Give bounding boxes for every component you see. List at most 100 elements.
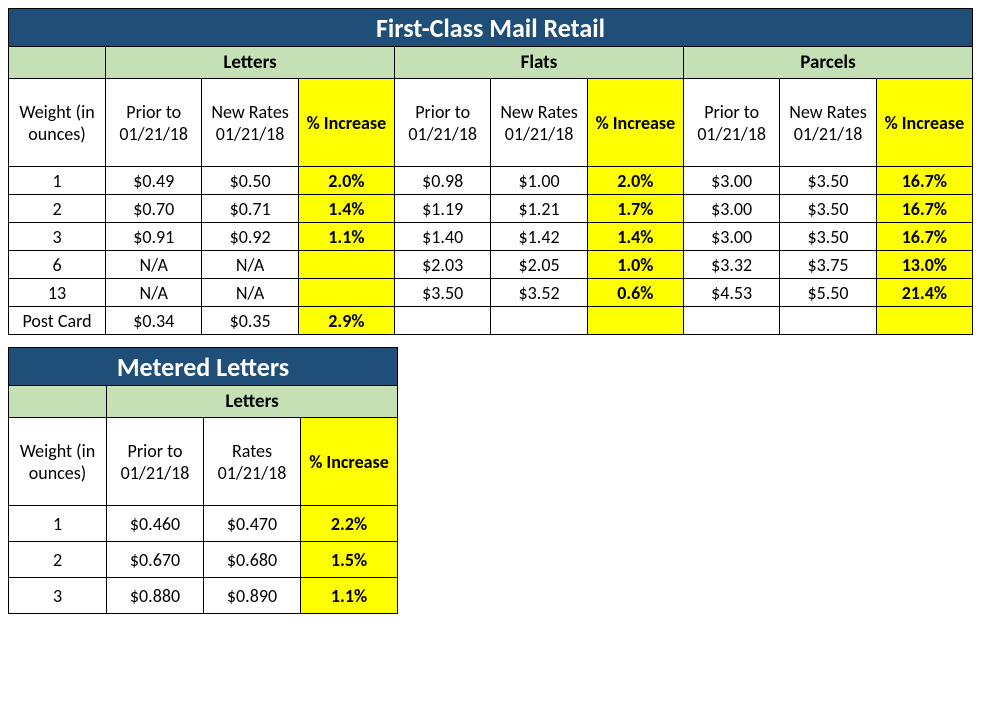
category-corner <box>9 47 106 79</box>
category-corner <box>9 386 107 418</box>
weight-cell: 3 <box>9 223 106 251</box>
prior-cell: $3.00 <box>683 223 779 251</box>
new-cell: $1.00 <box>491 167 587 195</box>
table-row: 13N/AN/A$3.50$3.520.6%$4.53$5.5021.4% <box>9 279 973 307</box>
table-row: Metered Letters <box>9 348 398 386</box>
prior-cell: $3.32 <box>683 251 779 279</box>
table-title: First-Class Mail Retail <box>9 9 973 47</box>
subheader-prior: Prior to 01/21/18 <box>106 79 202 167</box>
prior-cell: $3.00 <box>683 167 779 195</box>
prior-cell: $3.00 <box>683 195 779 223</box>
subheader-new: Rates 01/21/18 <box>204 418 301 506</box>
prior-cell <box>395 307 491 335</box>
category-header: Letters <box>107 386 398 418</box>
new-cell: $0.71 <box>202 195 298 223</box>
table-row: 6N/AN/A$2.03$2.051.0%$3.32$3.7513.0% <box>9 251 973 279</box>
prior-cell: $0.880 <box>107 578 204 614</box>
weight-cell: 6 <box>9 251 106 279</box>
weight-header: Weight (in ounces) <box>9 79 106 167</box>
prior-cell: $0.70 <box>106 195 202 223</box>
new-cell: $1.21 <box>491 195 587 223</box>
new-cell: $0.50 <box>202 167 298 195</box>
new-cell: N/A <box>202 279 298 307</box>
pct-cell: 21.4% <box>876 279 972 307</box>
table-row: 2$0.670$0.6801.5% <box>9 542 398 578</box>
table-title: Metered Letters <box>9 348 398 386</box>
new-cell: $5.50 <box>780 279 876 307</box>
weight-cell: 13 <box>9 279 106 307</box>
weight-header: Weight (in ounces) <box>9 418 107 506</box>
prior-cell: N/A <box>106 279 202 307</box>
new-cell: N/A <box>202 251 298 279</box>
new-cell: $3.75 <box>780 251 876 279</box>
pct-cell <box>587 307 683 335</box>
category-header: Parcels <box>683 47 972 79</box>
table-row: 2$0.70$0.711.4%$1.19$1.211.7%$3.00$3.501… <box>9 195 973 223</box>
weight-cell: 3 <box>9 578 107 614</box>
subheader-new: New Rates 01/21/18 <box>491 79 587 167</box>
metered-letters-table: Metered Letters Letters Weight (in ounce… <box>8 347 398 614</box>
table-row: Weight (in ounces) Prior to 01/21/18 Rat… <box>9 418 398 506</box>
new-cell: $3.52 <box>491 279 587 307</box>
prior-cell: $0.34 <box>106 307 202 335</box>
pct-cell: 13.0% <box>876 251 972 279</box>
pct-cell <box>876 307 972 335</box>
pct-cell <box>298 251 394 279</box>
pct-cell: 1.1% <box>301 578 398 614</box>
pct-cell: 1.1% <box>298 223 394 251</box>
subheader-pct: % Increase <box>301 418 398 506</box>
new-cell <box>491 307 587 335</box>
subheader-prior: Prior to 01/21/18 <box>683 79 779 167</box>
table-row: 1$0.460$0.4702.2% <box>9 506 398 542</box>
new-cell: $2.05 <box>491 251 587 279</box>
subheader-prior: Prior to 01/21/18 <box>395 79 491 167</box>
prior-cell: $4.53 <box>683 279 779 307</box>
new-cell <box>780 307 876 335</box>
table-row: 1$0.49$0.502.0%$0.98$1.002.0%$3.00$3.501… <box>9 167 973 195</box>
prior-cell: $3.50 <box>395 279 491 307</box>
pct-cell: 2.2% <box>301 506 398 542</box>
new-cell: $3.50 <box>780 167 876 195</box>
pct-cell: 1.5% <box>301 542 398 578</box>
new-cell: $3.50 <box>780 195 876 223</box>
new-cell: $0.92 <box>202 223 298 251</box>
pct-cell: 1.4% <box>587 223 683 251</box>
weight-cell: 2 <box>9 542 107 578</box>
prior-cell <box>683 307 779 335</box>
pct-cell: 16.7% <box>876 223 972 251</box>
new-cell: $0.890 <box>204 578 301 614</box>
prior-cell: $0.91 <box>106 223 202 251</box>
pct-cell <box>298 279 394 307</box>
subheader-pct: % Increase <box>876 79 972 167</box>
category-header: Letters <box>106 47 395 79</box>
prior-cell: $2.03 <box>395 251 491 279</box>
category-header: Flats <box>395 47 684 79</box>
pct-cell: 2.0% <box>587 167 683 195</box>
table-row: 3$0.91$0.921.1%$1.40$1.421.4%$3.00$3.501… <box>9 223 973 251</box>
prior-cell: $1.40 <box>395 223 491 251</box>
subheader-new: New Rates 01/21/18 <box>202 79 298 167</box>
new-cell: $1.42 <box>491 223 587 251</box>
subheader-new: New Rates 01/21/18 <box>780 79 876 167</box>
pct-cell: 16.7% <box>876 167 972 195</box>
pct-cell: 16.7% <box>876 195 972 223</box>
pct-cell: 1.7% <box>587 195 683 223</box>
pct-cell: 2.0% <box>298 167 394 195</box>
table-row: Letters <box>9 386 398 418</box>
weight-cell: 2 <box>9 195 106 223</box>
table-row: 3$0.880$0.8901.1% <box>9 578 398 614</box>
weight-cell: 1 <box>9 167 106 195</box>
subheader-pct: % Increase <box>298 79 394 167</box>
new-cell: $0.470 <box>204 506 301 542</box>
subheader-prior: Prior to 01/21/18 <box>107 418 204 506</box>
new-cell: $0.680 <box>204 542 301 578</box>
prior-cell: N/A <box>106 251 202 279</box>
subheader-pct: % Increase <box>587 79 683 167</box>
table-row: Weight (in ounces) Prior to 01/21/18 New… <box>9 79 973 167</box>
table-row: Letters Flats Parcels <box>9 47 973 79</box>
pct-cell: 0.6% <box>587 279 683 307</box>
first-class-mail-retail-table: First-Class Mail Retail Letters Flats Pa… <box>8 8 973 335</box>
pct-cell: 2.9% <box>298 307 394 335</box>
new-cell: $3.50 <box>780 223 876 251</box>
weight-cell: 1 <box>9 506 107 542</box>
